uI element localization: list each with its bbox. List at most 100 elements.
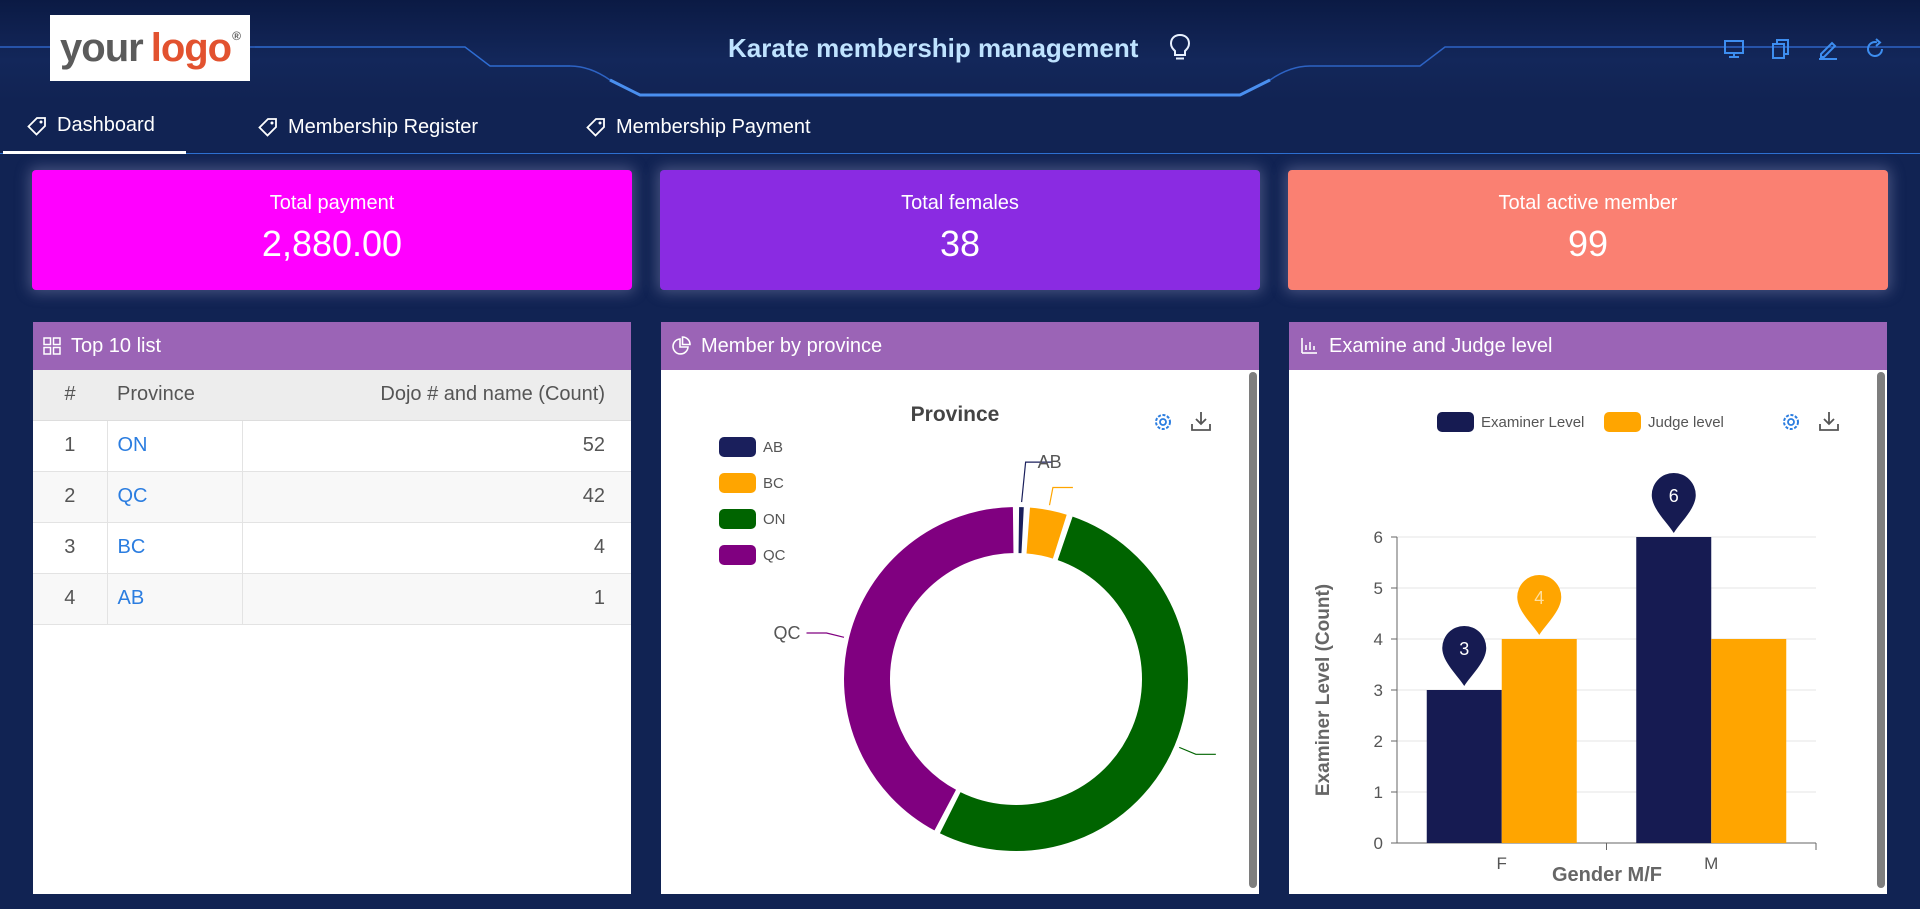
legend-swatch <box>1604 412 1641 432</box>
row-count: 52 <box>242 420 631 472</box>
data-label: 6 <box>1669 486 1679 506</box>
label-leader-line <box>1048 486 1073 506</box>
top10-table: # Province Dojo # and name (Count) 1 ON 52… <box>33 370 631 625</box>
kpi-label: Total females <box>901 192 1019 214</box>
tag-icon <box>586 118 605 137</box>
refresh-icon[interactable] <box>1864 38 1886 60</box>
table-row[interactable]: 2 QC 42 <box>33 471 631 523</box>
bar-judge-level-m <box>1711 639 1787 843</box>
settings-icon[interactable] <box>1783 414 1799 430</box>
legend-label: Judge level <box>1648 414 1724 431</box>
province-link[interactable]: AB <box>117 587 145 609</box>
table-header-row: # Province Dojo # and name (Count) <box>33 370 631 421</box>
kpi-total-active-member: Total active member 99 <box>1288 170 1888 290</box>
table-row[interactable]: 1 ON 52 <box>33 420 631 472</box>
legend-label: AB <box>763 439 783 456</box>
table-row[interactable]: 3 BC 4 <box>33 522 631 574</box>
donut-slice-on <box>937 514 1190 853</box>
x-tick-label: F <box>1497 854 1507 873</box>
data-label: 3 <box>1459 639 1469 659</box>
level-panel: Examine and Judge level Examiner Level Ju… <box>1289 322 1887 894</box>
download-icon[interactable] <box>1819 412 1839 431</box>
tab-membership-payment[interactable]: Membership Payment <box>586 100 811 154</box>
panel-title: Top 10 list <box>71 334 162 357</box>
y-tick-label: 2 <box>1374 732 1383 751</box>
row-index: 4 <box>33 573 108 625</box>
kpi-label: Total payment <box>269 192 395 214</box>
x-tick-label: M <box>1704 854 1718 873</box>
legend-label: QC <box>763 547 786 564</box>
bar-judge-level-f <box>1501 639 1577 843</box>
legend-swatch <box>719 473 756 493</box>
monitor-icon[interactable] <box>1723 38 1745 60</box>
row-index: 1 <box>33 420 108 472</box>
legend-label: Examiner Level <box>1481 414 1584 431</box>
legend-swatch <box>719 437 756 457</box>
lightbulb-icon[interactable] <box>1168 33 1192 63</box>
table-row[interactable]: 4 AB 1 <box>33 573 631 625</box>
y-tick-label: 3 <box>1374 681 1383 700</box>
donut-slice-bc <box>1024 505 1070 562</box>
donut-slice-ab <box>1016 505 1026 556</box>
company-logo: your logo ® <box>50 15 250 81</box>
row-count: 1 <box>242 573 631 625</box>
header-frame-decoration <box>0 46 1920 97</box>
tab-membership-register[interactable]: Membership Register <box>258 100 478 154</box>
province-link[interactable]: BC <box>117 536 146 558</box>
copy-icon[interactable] <box>1770 38 1792 60</box>
panel-title: Examine and Judge level <box>1329 334 1553 357</box>
kpi-value: 2,880.00 <box>261 223 403 264</box>
label-leader-line <box>1021 461 1052 503</box>
panel-header: Examine and Judge level <box>1289 322 1887 370</box>
tag-icon <box>258 118 277 137</box>
legend-label: BC <box>763 475 784 492</box>
tab-dashboard[interactable]: Dashboard <box>3 100 186 154</box>
top10-panel: Top 10 list # Province Dojo # and name (… <box>33 322 631 894</box>
column-header[interactable]: # <box>33 370 107 421</box>
legend-swatch <box>719 509 756 529</box>
scrollbar[interactable] <box>1249 372 1257 888</box>
kpi-total-females: Total females 38 <box>660 170 1260 290</box>
panel-header: Member by province <box>661 322 1259 370</box>
grid-icon <box>43 337 61 355</box>
province-panel: Member by province Province AB BC ON QC AB QC <box>661 322 1259 894</box>
y-tick-label: 6 <box>1374 528 1383 547</box>
slice-label: QC <box>773 623 800 643</box>
tab-label: Membership Payment <box>616 115 811 138</box>
value-pin-marker <box>1651 473 1696 533</box>
legend-swatch <box>1437 412 1474 432</box>
legend-swatch <box>719 545 756 565</box>
kpi-value: 99 <box>1567 223 1609 264</box>
y-tick-label: 1 <box>1374 783 1383 802</box>
province-link[interactable]: ON <box>117 434 148 456</box>
column-header[interactable]: Province <box>107 370 243 421</box>
row-index: 3 <box>33 522 108 574</box>
edit-icon[interactable] <box>1817 38 1839 60</box>
legend-label: ON <box>763 511 786 528</box>
tag-icon <box>27 116 46 136</box>
value-pin-marker <box>1442 625 1487 686</box>
row-count: 42 <box>242 471 631 523</box>
tab-label: Membership Register <box>288 115 479 138</box>
province-donut-chart: Province AB BC ON QC AB QC <box>719 403 1216 853</box>
value-pin-marker <box>1517 575 1562 635</box>
panel-header: Top 10 list <box>33 322 631 370</box>
bar-chart-icon <box>1301 338 1317 354</box>
label-leader-line <box>806 632 845 638</box>
download-icon[interactable] <box>1191 412 1211 431</box>
app-title: Karate membership management <box>728 33 1139 63</box>
x-axis-label: Gender M/F <box>1552 864 1662 886</box>
province-link[interactable]: QC <box>117 485 148 507</box>
settings-icon[interactable] <box>1155 414 1171 430</box>
y-tick-label: 0 <box>1374 834 1383 853</box>
kpi-label: Total active member <box>1498 192 1678 214</box>
chart-title: Province <box>911 403 1000 426</box>
donut-slice-qc <box>842 504 1016 834</box>
main-tabs: Dashboard Membership Register Membership… <box>0 100 1920 154</box>
row-count: 4 <box>242 522 631 574</box>
data-label: 4 <box>1534 588 1544 608</box>
slice-label: AB <box>1038 452 1062 472</box>
scrollbar[interactable] <box>1877 372 1885 888</box>
column-header[interactable]: Dojo # and name (Count) <box>242 370 631 421</box>
bar-examiner-level-f <box>1426 690 1502 843</box>
